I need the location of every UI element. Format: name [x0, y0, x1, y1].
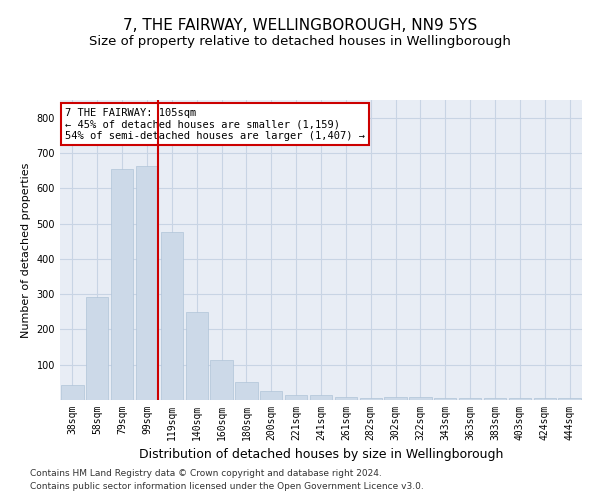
Bar	[335, 397, 357, 400]
Bar	[409, 397, 431, 400]
Bar	[310, 395, 332, 400]
Bar	[211, 360, 233, 400]
Bar	[359, 398, 382, 400]
Text: 7 THE FAIRWAY: 105sqm
← 45% of detached houses are smaller (1,159)
54% of semi-d: 7 THE FAIRWAY: 105sqm ← 45% of detached …	[65, 108, 365, 140]
Text: 7, THE FAIRWAY, WELLINGBOROUGH, NN9 5YS: 7, THE FAIRWAY, WELLINGBOROUGH, NN9 5YS	[123, 18, 477, 32]
X-axis label: Distribution of detached houses by size in Wellingborough: Distribution of detached houses by size …	[139, 448, 503, 462]
Bar	[533, 398, 556, 400]
Bar	[260, 391, 283, 400]
Bar	[285, 394, 307, 400]
Bar	[185, 312, 208, 400]
Bar	[434, 398, 457, 400]
Bar	[484, 398, 506, 400]
Bar	[385, 397, 407, 400]
Bar	[136, 166, 158, 400]
Bar	[111, 169, 133, 400]
Text: Contains HM Land Registry data © Crown copyright and database right 2024.: Contains HM Land Registry data © Crown c…	[30, 468, 382, 477]
Bar	[235, 382, 257, 400]
Text: Contains public sector information licensed under the Open Government Licence v3: Contains public sector information licen…	[30, 482, 424, 491]
Bar	[509, 398, 531, 400]
Bar	[86, 297, 109, 400]
Bar	[559, 398, 581, 400]
Y-axis label: Number of detached properties: Number of detached properties	[21, 162, 31, 338]
Bar	[161, 232, 183, 400]
Bar	[459, 398, 481, 400]
Text: Size of property relative to detached houses in Wellingborough: Size of property relative to detached ho…	[89, 35, 511, 48]
Bar	[61, 385, 83, 400]
